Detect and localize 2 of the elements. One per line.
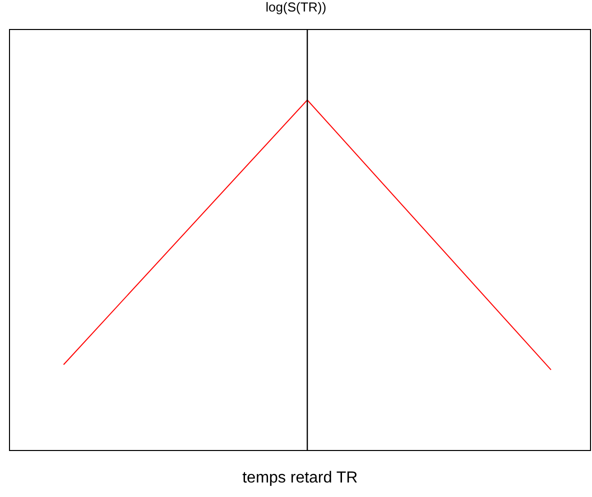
chart-title: log(S(TR)) bbox=[266, 0, 326, 15]
x-axis-title: temps retard TR bbox=[242, 469, 358, 486]
